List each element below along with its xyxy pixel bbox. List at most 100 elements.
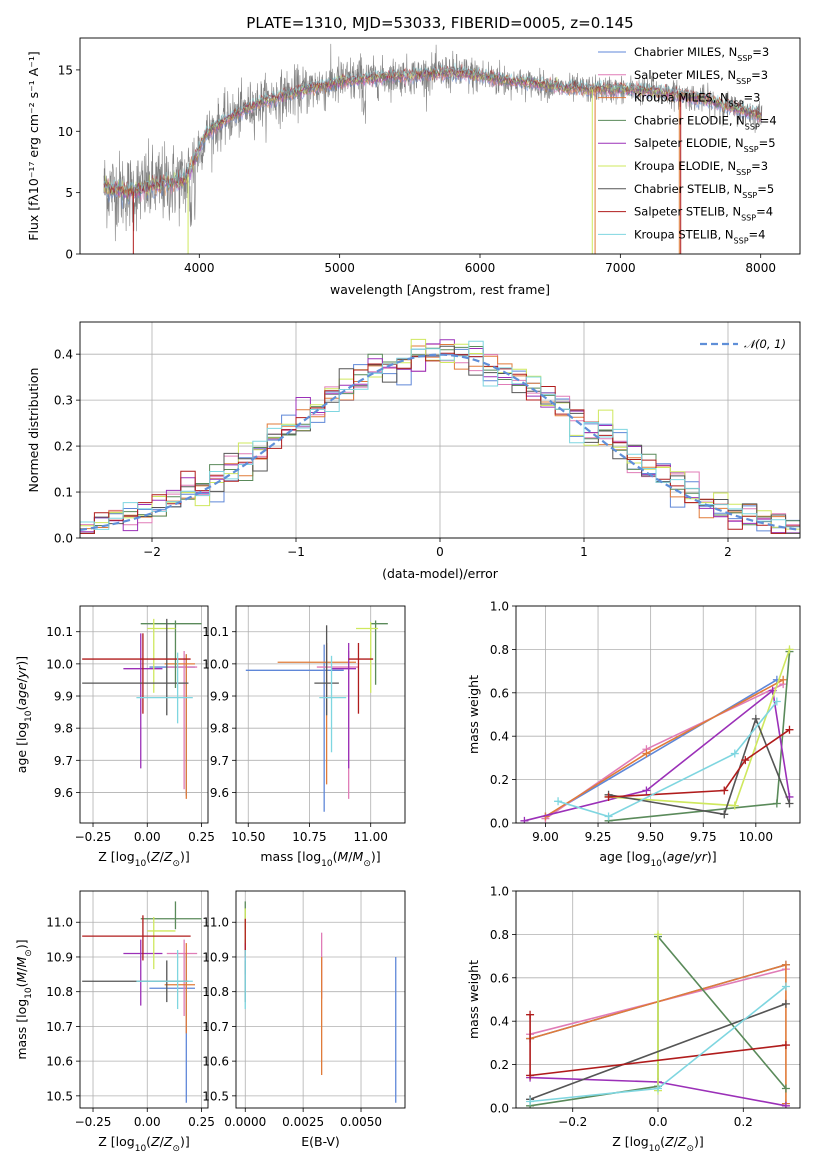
plot-area (245, 620, 388, 812)
x-axis-label: E(B-V) (301, 1134, 340, 1149)
y-tick-label: 0.4 (54, 348, 73, 362)
weight-line (557, 700, 778, 818)
plot-area (82, 901, 202, 1103)
axes-frame (235, 890, 406, 1109)
weight-marker (654, 930, 662, 939)
x-tick-label: 9.00 (532, 830, 559, 844)
y-axis-label: mass weight (466, 960, 481, 1039)
spectrum-panel: 4000 5000 6000 7000 8000 0 5 10 15 wavelength [An… (26, 37, 801, 297)
legend-entry: Kroupa STELIB, NSSP=4 (634, 227, 765, 245)
x-tick-label: 9.50 (637, 830, 664, 844)
y-tick-label: 0.6 (490, 686, 509, 700)
y-tick-label: 1.0 (490, 600, 509, 614)
legend-entry: Salpeter ELODIE, NSSP=5 (634, 136, 776, 154)
x-tick-label: 4000 (184, 261, 215, 275)
axes-frame (79, 37, 801, 255)
weight-marker (604, 812, 613, 821)
x-axis-label: Z [log10(Z/Z⊙)] (612, 1134, 704, 1154)
x-tick-label: 10.50 (231, 830, 265, 844)
weight-marker (779, 675, 788, 684)
x-tick-label: 0.0 (648, 1115, 667, 1129)
mass-vs-ebv-panel: 0.0000 0.0025 0.0050 10.5 10.6 10.7 10.8 10.9 11… (202, 890, 406, 1149)
x-axis-label: Z [log10(Z/Z⊙)] (98, 1134, 190, 1154)
weight-marker (526, 1010, 535, 1019)
y-tick-label: 9.8 (210, 722, 229, 736)
weight-marker (772, 697, 781, 706)
y-tick-label: 10.1 (46, 625, 73, 639)
y-tick-label: 0.0 (54, 532, 73, 546)
x-tick-label: 0.0050 (340, 1115, 382, 1129)
x-axis-label: Z [log10(Z/Z⊙)] (98, 849, 190, 869)
y-tick-label: 9.9 (54, 690, 73, 704)
weight-marker (781, 999, 790, 1008)
x-tick-label: 7000 (605, 261, 636, 275)
y-tick-label: 10.5 (202, 1089, 229, 1103)
y-tick-label: 0.8 (490, 643, 509, 657)
x-tick-label: −1 (287, 545, 305, 559)
x-tick-label: 0 (436, 545, 444, 559)
age-vs-mass-panel: 10.50 10.75 11.00 9.6 9.7 9.8 9.9 10.0 10.1 mass … (202, 605, 406, 869)
y-tick-label: 0.6 (490, 971, 509, 985)
mass-vs-metallicity-panel: −0.25 0.00 0.25 10.5 10.6 10.7 10.8 10.9 11.0 Z [… (14, 890, 215, 1154)
y-tick-label: 10.7 (202, 1020, 229, 1034)
y-tick-label: 10.9 (46, 950, 73, 964)
weight-marker (642, 786, 651, 795)
y-tick-label: 0.3 (54, 394, 73, 408)
residual-histogram-panel: −2 −1 0 1 2 0.0 0.1 0.2 0.3 0.4 (data-model)/error… (26, 321, 801, 581)
weight-marker (781, 960, 790, 969)
x-tick-label: 10.75 (292, 830, 326, 844)
y-tick-label: 0.2 (490, 1058, 509, 1072)
weight-marker (730, 801, 739, 810)
y-tick-label: 0.0 (490, 1102, 509, 1116)
weight-marker (741, 756, 750, 765)
weight-marker (604, 792, 613, 801)
x-tick-label: 0.00 (134, 830, 161, 844)
weight-marker (785, 645, 794, 654)
weight-marker (642, 749, 651, 758)
y-tick-label: 10.8 (202, 985, 229, 999)
x-tick-label: 0.25 (188, 1115, 215, 1129)
y-tick-label: 10.5 (46, 1089, 73, 1103)
weight-line (545, 679, 778, 818)
spectrum-title: PLATE=1310, MJD=53033, FIBERID=0005, z=0… (246, 14, 633, 32)
y-axis-label: mass weight (466, 675, 481, 754)
axes-frame (79, 321, 801, 539)
weight-marker (751, 714, 760, 723)
x-tick-label: 0.25 (188, 830, 215, 844)
x-tick-label: 0.0000 (224, 1115, 266, 1129)
plot-area (520, 645, 794, 823)
weight-marker (781, 1101, 790, 1108)
weight-marker (720, 786, 729, 795)
y-tick-label: 11.0 (202, 916, 229, 930)
legend-entry: Salpeter STELIB, NSSP=4 (634, 205, 773, 223)
y-tick-label: 0.4 (490, 730, 509, 744)
plot-area (103, 43, 763, 254)
y-tick-label: 0.2 (54, 440, 73, 454)
x-tick-label: 0.00 (134, 1115, 161, 1129)
mass-weight-vs-metallicity-panel: −0.2 0.0 0.2 0.0 0.2 0.4 0.6 0.8 1.0 Z [log10(Z/Z… (466, 885, 801, 1154)
x-axis-label: mass [log10(M/M⊙)] (260, 849, 380, 869)
axes-frame (79, 890, 209, 1109)
x-axis-label: (data-model)/error (382, 566, 499, 581)
axes-frame (79, 605, 209, 824)
y-tick-label: 10.6 (46, 1055, 73, 1069)
normal-distribution-curve (80, 353, 800, 531)
plot-area (80, 338, 800, 538)
x-axis-label: wavelength [Angstrom, rest frame] (330, 282, 550, 297)
y-tick-label: 9.6 (54, 786, 73, 800)
y-tick-label: 10.0 (202, 657, 229, 671)
x-tick-label: 6000 (465, 261, 496, 275)
model-spectrum-line (103, 62, 762, 193)
mass-weight-vs-age-panel: 9.00 9.25 9.50 9.75 10.00 0.0 0.2 0.4 0.6 0.8 1.0 a… (466, 600, 801, 869)
x-tick-label: 0.0025 (282, 1115, 324, 1129)
x-tick-label: 10.00 (739, 830, 773, 844)
y-tick-label: 15 (58, 63, 73, 77)
x-tick-label: 2 (724, 545, 732, 559)
y-tick-label: 0.4 (490, 1015, 509, 1029)
weight-marker (781, 982, 790, 991)
y-tick-label: 1.0 (490, 885, 509, 899)
axes-frame (515, 890, 801, 1109)
weight-marker (520, 816, 529, 823)
weight-marker (730, 749, 739, 758)
